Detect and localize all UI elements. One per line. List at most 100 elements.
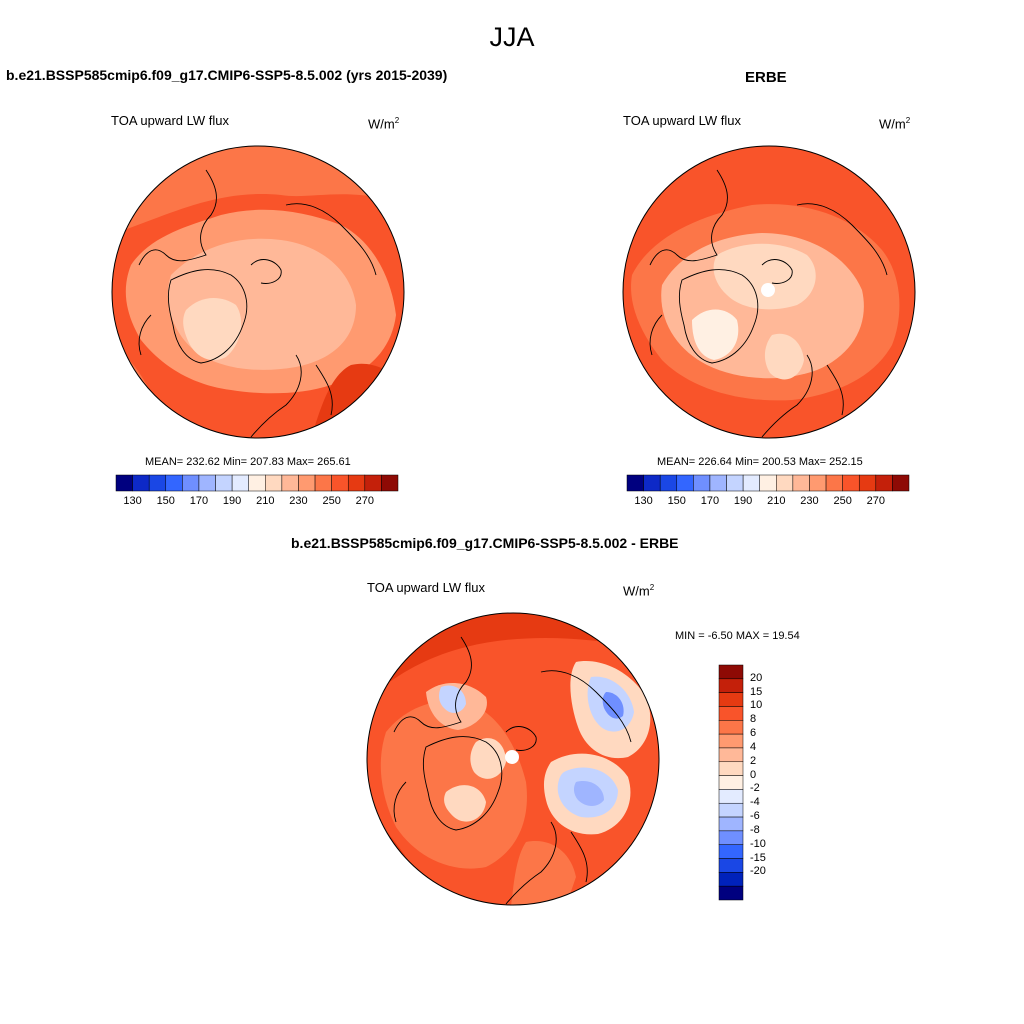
colorbar-swatch xyxy=(825,474,843,492)
colorbar-swatch xyxy=(643,474,661,492)
colorbar-swatch xyxy=(331,474,349,492)
colorbar-swatch xyxy=(718,775,744,790)
panel-model-variable: TOA upward LW flux xyxy=(111,113,230,128)
colorbar-swatch xyxy=(182,474,200,492)
diff-map-region xyxy=(439,685,466,713)
colorbar-tick-label: 150 xyxy=(156,495,175,507)
obs-colorbar xyxy=(626,474,910,492)
colorbar-swatch xyxy=(198,474,216,492)
colorbar-tick-label: 270 xyxy=(355,495,374,507)
colorbar-tick-label: 6 xyxy=(750,727,757,740)
colorbar-tick-label: 10 xyxy=(750,699,763,712)
obs-map-region xyxy=(764,333,804,380)
colorbar-swatch xyxy=(718,816,744,832)
colorbar-swatch xyxy=(718,802,744,818)
obs-map-region xyxy=(713,243,816,310)
colorbar-tick-label: 4 xyxy=(750,740,757,753)
colorbar-swatch xyxy=(347,474,366,492)
obs-coastlines xyxy=(649,169,888,438)
diff-coastlines xyxy=(393,636,632,905)
colorbar-tick-label: 230 xyxy=(800,495,819,507)
colorbar-tick-label: 150 xyxy=(667,495,686,507)
colorbar-swatch xyxy=(809,474,827,492)
colorbar-swatch xyxy=(364,474,382,492)
colorbar-swatch xyxy=(718,789,744,804)
colorbar-tick-label: -6 xyxy=(750,810,760,823)
colorbar-tick-label: 2 xyxy=(750,754,757,767)
colorbar-tick-label: 8 xyxy=(750,713,757,726)
colorbar-swatch xyxy=(381,474,399,492)
colorbar-tick-label: -20 xyxy=(750,865,766,878)
colorbar-tick-label: -8 xyxy=(750,823,760,836)
colorbar-swatch xyxy=(626,474,644,492)
colorbar-tick-label: 190 xyxy=(733,495,753,507)
panel-model-stats: MEAN= 232.62 Min= 207.83 Max= 265.61 xyxy=(145,456,351,468)
colorbar-swatch xyxy=(718,733,744,749)
colorbar-swatch xyxy=(742,474,760,492)
colorbar-tick-label: 210 xyxy=(256,495,275,507)
panel-diff-variable: TOA upward LW flux xyxy=(367,580,486,595)
colorbar-swatch xyxy=(115,474,133,492)
obs-polar-map xyxy=(622,145,916,439)
colorbar-swatch xyxy=(718,747,744,763)
colorbar-swatch xyxy=(718,706,744,721)
model-coastlines xyxy=(138,169,377,438)
colorbar-swatch xyxy=(314,474,332,492)
colorbar-tick-label: 250 xyxy=(322,495,341,507)
colorbar-swatch xyxy=(842,474,860,492)
model-colorbar xyxy=(115,474,399,492)
diff-map-region xyxy=(511,841,576,905)
diff-map-region xyxy=(602,692,624,719)
colorbar-tick-label: -15 xyxy=(750,851,766,864)
colorbar-tick-label: 130 xyxy=(634,495,653,507)
diff-map-region xyxy=(444,785,486,822)
colorbar-tick-label: 130 xyxy=(123,495,142,507)
obs-missing-pole xyxy=(761,283,775,297)
colorbar-swatch xyxy=(231,474,249,492)
colorbar-swatch xyxy=(676,474,694,492)
colorbar-tick-label: 250 xyxy=(833,495,852,507)
panel-diff-title: b.e21.BSSP585cmip6.f09_g17.CMIP6-SSP5-8.… xyxy=(291,535,679,551)
colorbar-tick-label: -10 xyxy=(750,837,766,850)
colorbar-swatch xyxy=(718,872,744,887)
diff-map-region xyxy=(573,781,604,806)
colorbar-swatch xyxy=(792,474,810,492)
panel-obs-units: W/m2 xyxy=(879,116,911,132)
colorbar-swatch xyxy=(718,761,744,776)
colorbar-swatch xyxy=(892,474,910,492)
colorbar-swatch xyxy=(718,844,744,859)
panel-model-title: b.e21.BSSP585cmip6.f09_g17.CMIP6-SSP5-8.… xyxy=(6,67,448,83)
colorbar-tick-label: 210 xyxy=(767,495,786,507)
colorbar-swatch xyxy=(718,678,744,693)
colorbar-tick-label: 0 xyxy=(750,768,757,781)
colorbar-tick-label: 170 xyxy=(189,495,209,507)
colorbar-tick-label: 20 xyxy=(750,671,763,684)
colorbar-swatch xyxy=(726,474,744,492)
colorbar-tick-label: 230 xyxy=(289,495,308,507)
diff-map-region xyxy=(470,738,506,779)
panel-diff-stats: MIN = -6.50 MAX = 19.54 xyxy=(675,630,800,642)
colorbar-swatch xyxy=(718,664,744,680)
colorbar-swatch xyxy=(265,474,283,492)
diff-missing-pole xyxy=(505,750,519,764)
colorbar-swatch xyxy=(248,474,266,492)
panel-obs-title: ERBE xyxy=(745,69,787,86)
model-map-outline xyxy=(111,145,405,439)
model-map-region xyxy=(112,146,404,235)
obs-map-region xyxy=(692,309,739,360)
colorbar-swatch xyxy=(718,858,744,873)
diff-colorbar xyxy=(718,664,744,901)
panel-model-units: W/m2 xyxy=(368,116,400,132)
colorbar-tick-label: 270 xyxy=(866,495,885,507)
colorbar-tick-label: -4 xyxy=(750,796,760,809)
colorbar-tick-label: 190 xyxy=(222,495,242,507)
obs-map-outline xyxy=(622,145,916,439)
colorbar-swatch xyxy=(215,474,233,492)
colorbar-swatch xyxy=(148,474,167,492)
panel-diff-units: W/m2 xyxy=(623,583,655,599)
colorbar-tick-label: 170 xyxy=(700,495,720,507)
colorbar-swatch xyxy=(875,474,893,492)
colorbar-swatch xyxy=(776,474,794,492)
colorbar-swatch xyxy=(759,474,777,492)
colorbar-swatch xyxy=(709,474,727,492)
